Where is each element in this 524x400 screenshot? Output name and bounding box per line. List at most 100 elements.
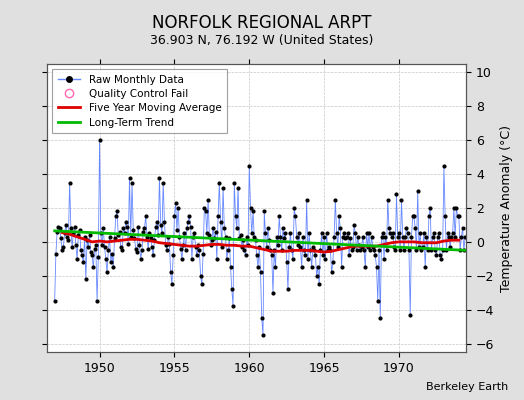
Point — [412, 247, 421, 254]
Point — [326, 247, 334, 254]
Point — [250, 234, 258, 240]
Point — [134, 224, 143, 230]
Point — [66, 179, 74, 186]
Point — [123, 224, 131, 230]
Point — [53, 228, 61, 235]
Point — [425, 213, 433, 220]
Point — [437, 256, 445, 262]
Point — [402, 225, 411, 232]
Point — [264, 225, 272, 232]
Point — [366, 247, 375, 254]
Point — [147, 235, 155, 242]
Point — [256, 269, 265, 276]
Point — [347, 247, 356, 254]
Point — [72, 242, 80, 248]
Point — [361, 264, 369, 270]
Point — [429, 234, 437, 240]
Point — [445, 234, 453, 240]
Point — [178, 256, 186, 262]
Point — [284, 286, 292, 292]
Point — [332, 230, 341, 237]
Point — [316, 247, 324, 254]
Point — [386, 230, 395, 237]
Point — [79, 259, 88, 266]
Point — [383, 247, 391, 254]
Point — [194, 242, 202, 248]
Text: 36.903 N, 76.192 W (United States): 36.903 N, 76.192 W (United States) — [150, 34, 374, 47]
Point — [352, 247, 361, 254]
Point — [282, 259, 291, 266]
Point — [329, 259, 337, 266]
Point — [247, 230, 256, 237]
Point — [410, 213, 418, 220]
Point — [141, 213, 150, 220]
Point — [390, 244, 398, 250]
Point — [401, 234, 409, 240]
Point — [260, 208, 268, 214]
Point — [367, 234, 376, 240]
Point — [221, 234, 230, 240]
Point — [341, 235, 350, 242]
Point — [69, 230, 78, 237]
Point — [319, 252, 327, 259]
Point — [84, 244, 93, 250]
Point — [236, 232, 245, 238]
Point — [309, 244, 317, 250]
Point — [119, 225, 127, 232]
Point — [185, 213, 193, 220]
Point — [450, 205, 458, 211]
Point — [108, 250, 116, 257]
Point — [384, 196, 392, 203]
Point — [104, 247, 113, 254]
Point — [460, 247, 468, 254]
Point — [50, 298, 59, 304]
Point — [357, 244, 366, 250]
Point — [229, 303, 237, 310]
Point — [224, 247, 232, 254]
Point — [411, 225, 419, 232]
Point — [350, 222, 358, 228]
Point — [219, 184, 227, 191]
Point — [181, 247, 190, 254]
Point — [271, 264, 280, 270]
Point — [288, 247, 296, 254]
Point — [191, 244, 200, 250]
Point — [331, 196, 340, 203]
Point — [416, 230, 424, 237]
Point — [322, 230, 331, 237]
Point — [160, 218, 169, 225]
Point — [417, 247, 425, 254]
Point — [320, 234, 329, 240]
Point — [173, 227, 181, 233]
Point — [387, 234, 396, 240]
Point — [105, 234, 114, 240]
Point — [234, 184, 242, 191]
Text: NORFOLK REGIONAL ARPT: NORFOLK REGIONAL ARPT — [152, 14, 372, 32]
Point — [461, 234, 470, 240]
Point — [232, 213, 240, 220]
Point — [280, 235, 288, 242]
Point — [235, 235, 244, 242]
Point — [318, 230, 326, 237]
Point — [151, 224, 160, 230]
Point — [143, 234, 151, 240]
Point — [90, 246, 99, 252]
Point — [423, 247, 432, 254]
Point — [189, 234, 198, 240]
Point — [196, 272, 205, 279]
Point — [56, 225, 64, 232]
Point — [101, 244, 109, 250]
Point — [246, 205, 255, 211]
Point — [209, 225, 217, 232]
Point — [150, 237, 159, 243]
Point — [265, 237, 274, 243]
Point — [325, 244, 333, 250]
Point — [441, 213, 450, 220]
Point — [272, 234, 281, 240]
Point — [422, 234, 431, 240]
Point — [165, 240, 173, 247]
Point — [394, 234, 402, 240]
Point — [128, 179, 136, 186]
Point — [112, 213, 120, 220]
Point — [276, 234, 285, 240]
